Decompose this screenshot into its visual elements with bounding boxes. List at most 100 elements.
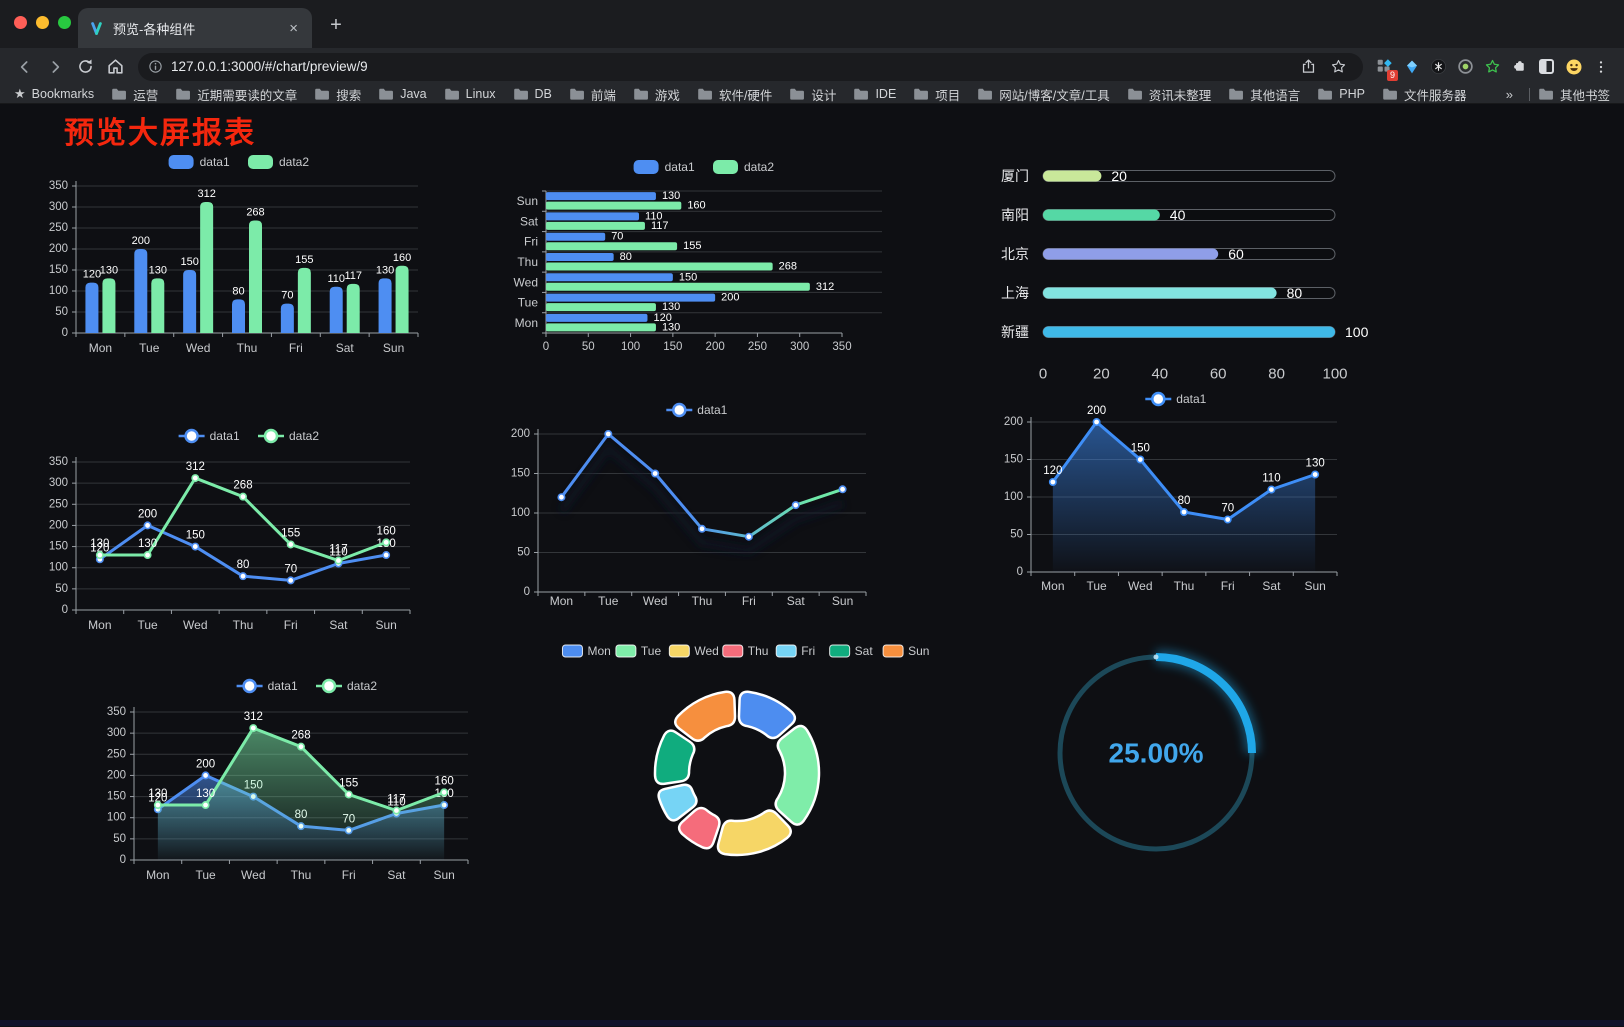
bar[interactable] bbox=[546, 242, 678, 251]
data-point[interactable] bbox=[201, 801, 210, 810]
bar[interactable] bbox=[546, 253, 614, 261]
data-point[interactable] bbox=[744, 532, 753, 541]
progress-fill[interactable] bbox=[1043, 248, 1219, 260]
minimize-window-button[interactable] bbox=[36, 16, 49, 29]
legend-swatch[interactable] bbox=[829, 644, 851, 658]
legend-swatch[interactable] bbox=[713, 160, 738, 174]
progress-fill[interactable] bbox=[1043, 287, 1277, 299]
data-point[interactable] bbox=[143, 551, 152, 560]
close-window-button[interactable] bbox=[14, 16, 27, 29]
data-point[interactable] bbox=[201, 771, 210, 780]
data-point[interactable] bbox=[604, 429, 613, 438]
reload-button[interactable] bbox=[70, 52, 100, 82]
bar[interactable] bbox=[151, 278, 165, 333]
bookmark-folder[interactable]: PHP bbox=[1317, 87, 1365, 101]
bookmark-folder[interactable]: 其他语言 bbox=[1228, 85, 1300, 104]
bar[interactable] bbox=[546, 323, 656, 332]
bookmark-folder[interactable]: 设计 bbox=[789, 85, 836, 104]
bookmark-star-button[interactable] bbox=[1323, 52, 1353, 82]
legend-swatch[interactable] bbox=[722, 644, 744, 658]
other-bookmarks-folder[interactable]: 其他书签 bbox=[1538, 85, 1610, 104]
bookmark-folder[interactable]: 文件服务器 bbox=[1382, 85, 1466, 104]
bookmark-folder[interactable]: IDE bbox=[853, 87, 896, 101]
chart-gauge[interactable]: 25.00% bbox=[1041, 638, 1271, 868]
bookmark-folder[interactable]: 资讯未整理 bbox=[1127, 85, 1211, 104]
bar[interactable] bbox=[546, 282, 810, 291]
data-point[interactable] bbox=[143, 521, 152, 530]
browser-menu-button[interactable] bbox=[1587, 52, 1614, 82]
bar[interactable] bbox=[546, 262, 773, 271]
bar[interactable] bbox=[329, 286, 343, 333]
data-point[interactable] bbox=[382, 538, 391, 547]
pie-slice[interactable] bbox=[716, 809, 792, 857]
bar[interactable] bbox=[232, 299, 245, 333]
data-point[interactable] bbox=[297, 742, 306, 751]
emoji-extension-icon[interactable] bbox=[1560, 52, 1587, 82]
data-point[interactable] bbox=[1223, 515, 1232, 524]
bar[interactable] bbox=[546, 293, 716, 302]
bookmark-folder[interactable]: DB bbox=[513, 87, 552, 101]
chart-line-gradient[interactable]: 0 50 100 150 200 Mon Tue Wed Thu Fri Sat Sun data1 bbox=[498, 396, 893, 608]
bar[interactable] bbox=[546, 232, 606, 241]
site-info-icon[interactable] bbox=[148, 59, 163, 74]
data-point[interactable] bbox=[239, 492, 248, 501]
bar[interactable] bbox=[183, 270, 197, 333]
bookmark-folder[interactable]: 网站/博客/文章/工具 bbox=[977, 85, 1110, 104]
bar[interactable] bbox=[200, 201, 214, 333]
data-point[interactable] bbox=[382, 551, 391, 560]
chart-grouped-bar[interactable]: 0 50 100 150 200 250 300 350 Mon Tue Wed Thu Fri Sat S… bbox=[40, 148, 460, 366]
bar[interactable] bbox=[249, 220, 262, 333]
data-point[interactable] bbox=[191, 542, 200, 551]
data-point[interactable] bbox=[791, 501, 800, 510]
data-point[interactable] bbox=[698, 524, 707, 533]
bar[interactable] bbox=[546, 212, 640, 221]
data-point[interactable] bbox=[1136, 455, 1145, 464]
chart-line-two-series[interactable]: 0 50 100 150 200 250 300 350 Mon Tue Wed Thu Fri Sat S… bbox=[40, 422, 460, 637]
bar[interactable] bbox=[395, 265, 409, 333]
pie-slice[interactable] bbox=[737, 690, 797, 740]
data-point[interactable] bbox=[95, 551, 104, 560]
new-tab-button[interactable]: + bbox=[330, 14, 342, 36]
bar[interactable] bbox=[378, 278, 392, 333]
bar[interactable] bbox=[546, 192, 656, 201]
address-bar[interactable]: 127.0.0.1:3000/#/chart/preview/9 bbox=[138, 52, 1363, 82]
bar[interactable] bbox=[346, 283, 360, 333]
legend-swatch[interactable] bbox=[882, 644, 904, 658]
chart-area-double[interactable]: 0 50 100 150 200 250 300 350 Mon Tue Wed Thu Fri Sat S… bbox=[98, 670, 518, 888]
progress-fill[interactable] bbox=[1043, 326, 1335, 338]
bookmark-folder[interactable]: Java bbox=[378, 87, 427, 101]
url-text[interactable]: 127.0.0.1:3000/#/chart/preview/9 bbox=[171, 59, 368, 74]
pie-slice[interactable] bbox=[674, 690, 737, 742]
pie-slice[interactable] bbox=[653, 729, 696, 786]
bookmark-folder[interactable]: 游戏 bbox=[633, 85, 680, 104]
contrast-extension-icon[interactable] bbox=[1533, 52, 1560, 82]
browser-tab[interactable]: 预览-各种组件 × bbox=[78, 8, 312, 48]
data-point[interactable] bbox=[153, 801, 162, 810]
bar[interactable] bbox=[280, 303, 294, 333]
bar[interactable] bbox=[102, 278, 116, 333]
bar[interactable] bbox=[134, 249, 148, 333]
bar[interactable] bbox=[546, 221, 645, 230]
bookmark-folder[interactable]: 搜索 bbox=[314, 85, 361, 104]
pie-slice[interactable] bbox=[657, 783, 698, 822]
chart-area-single[interactable]: 0 50 100 150 200 Mon Tue Wed Thu Fri Sat Sun 120 200 1… bbox=[985, 387, 1370, 592]
legend-swatch[interactable] bbox=[561, 644, 583, 658]
data-point[interactable] bbox=[838, 485, 847, 494]
bar[interactable] bbox=[546, 313, 648, 322]
data-point[interactable] bbox=[334, 556, 343, 565]
chart-donut-pie[interactable]: Mon Tue Wed Thu Fri Sat Sun bbox=[545, 634, 945, 889]
share-button[interactable] bbox=[1293, 52, 1323, 82]
data-point[interactable] bbox=[239, 572, 248, 581]
data-point[interactable] bbox=[1048, 478, 1057, 487]
data-point[interactable] bbox=[557, 493, 566, 502]
data-point[interactable] bbox=[440, 788, 449, 797]
bookmark-folder[interactable]: 运营 bbox=[111, 85, 158, 104]
lens-extension-icon[interactable] bbox=[1452, 52, 1479, 82]
kite-extension-icon[interactable] bbox=[1398, 52, 1425, 82]
pie-slice[interactable] bbox=[774, 724, 821, 826]
data-point[interactable] bbox=[1180, 508, 1189, 517]
legend-swatch[interactable] bbox=[248, 155, 273, 169]
legend-swatch[interactable] bbox=[633, 160, 659, 174]
back-button[interactable] bbox=[10, 52, 40, 82]
grid-extension-icon[interactable]: 9 bbox=[1371, 52, 1398, 82]
